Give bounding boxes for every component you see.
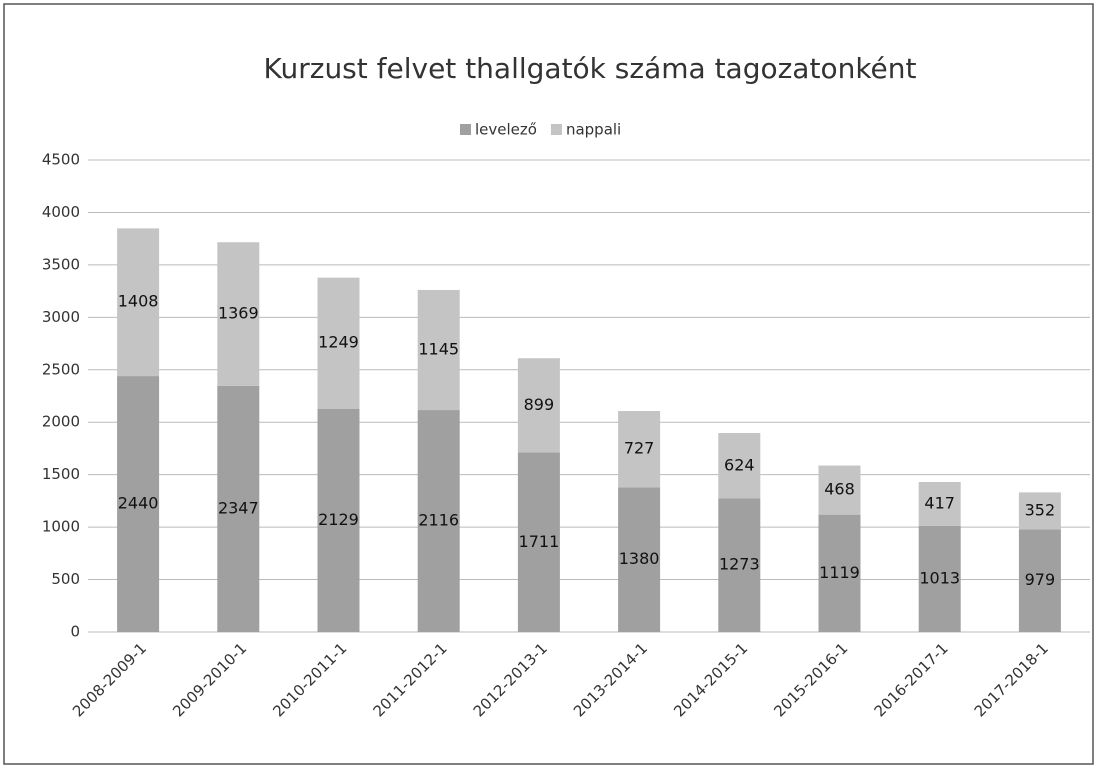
bar-segment	[417, 410, 460, 632]
y-tick-label: 3000	[42, 308, 80, 326]
data-label: 352	[1025, 500, 1056, 519]
data-label: 727	[624, 439, 655, 458]
x-tick-label: 2011-2012-1	[370, 639, 451, 720]
y-tick-label: 1500	[42, 465, 80, 483]
bar-segment	[417, 289, 460, 411]
y-tick-label: 1000	[42, 518, 80, 536]
data-label: 1119	[819, 563, 860, 582]
x-tick-label: 2008-2009-1	[69, 639, 150, 720]
bar-segment	[718, 498, 761, 632]
y-tick-label: 4000	[42, 203, 80, 221]
x-tick-label: 2014-2015-1	[670, 639, 751, 720]
data-label: 899	[524, 395, 555, 414]
bar-segment	[117, 228, 160, 377]
bar-segment	[517, 358, 560, 453]
y-tick-label: 500	[51, 570, 80, 588]
bar-segment	[517, 452, 560, 632]
y-tick-label: 2000	[42, 413, 80, 431]
bar-segment	[317, 408, 360, 632]
x-tick-label: 2009-2010-1	[169, 639, 250, 720]
bar-segment	[718, 433, 761, 499]
bar-segment	[217, 242, 260, 386]
bar-segment	[818, 514, 861, 632]
data-label: 1369	[218, 304, 259, 323]
bar-segment	[918, 482, 961, 526]
data-label: 1380	[619, 549, 660, 568]
data-label: 1273	[719, 555, 760, 574]
y-tick-label: 3500	[42, 255, 80, 273]
legend-swatch	[460, 124, 471, 135]
data-label: 2129	[318, 510, 359, 529]
bar-segment	[618, 487, 661, 632]
data-label: 1711	[519, 532, 560, 551]
data-label: 2440	[118, 494, 159, 513]
bar-segment	[918, 525, 961, 632]
x-tick-label: 2017-2018-1	[971, 639, 1052, 720]
bar-segment	[618, 410, 661, 488]
chart-title: Kurzust felvet thallgatók száma tagozato…	[264, 52, 917, 85]
data-label: 2347	[218, 498, 259, 517]
data-label: 2116	[418, 511, 459, 530]
x-tick-label: 2012-2013-1	[470, 639, 551, 720]
data-label: 979	[1025, 570, 1056, 589]
x-tick-label: 2015-2016-1	[770, 639, 851, 720]
x-tick-label: 2010-2011-1	[269, 639, 350, 720]
bar-segment	[117, 376, 160, 632]
bar-segment	[818, 465, 861, 515]
y-tick-label: 4500	[42, 151, 80, 169]
legend-label: nappali	[566, 121, 621, 139]
data-label: 1145	[418, 340, 459, 359]
x-tick-label: 2016-2017-1	[871, 639, 952, 720]
bar-segment	[317, 277, 360, 409]
y-tick-label: 0	[70, 623, 80, 641]
data-label: 1249	[318, 333, 359, 352]
data-label: 1013	[919, 568, 960, 587]
bar-segment	[217, 385, 260, 632]
legend-label: levelező	[475, 121, 537, 139]
data-label: 1408	[118, 292, 159, 311]
chart-border	[3, 3, 1094, 765]
bar-segment	[1018, 492, 1061, 530]
legend-swatch	[550, 124, 562, 135]
bar-segment	[1018, 529, 1061, 632]
y-tick-label: 2500	[42, 360, 80, 378]
x-tick-label: 2013-2014-1	[570, 639, 651, 720]
data-label: 417	[924, 493, 955, 512]
data-label: 624	[724, 455, 755, 474]
data-label: 468	[824, 480, 855, 499]
